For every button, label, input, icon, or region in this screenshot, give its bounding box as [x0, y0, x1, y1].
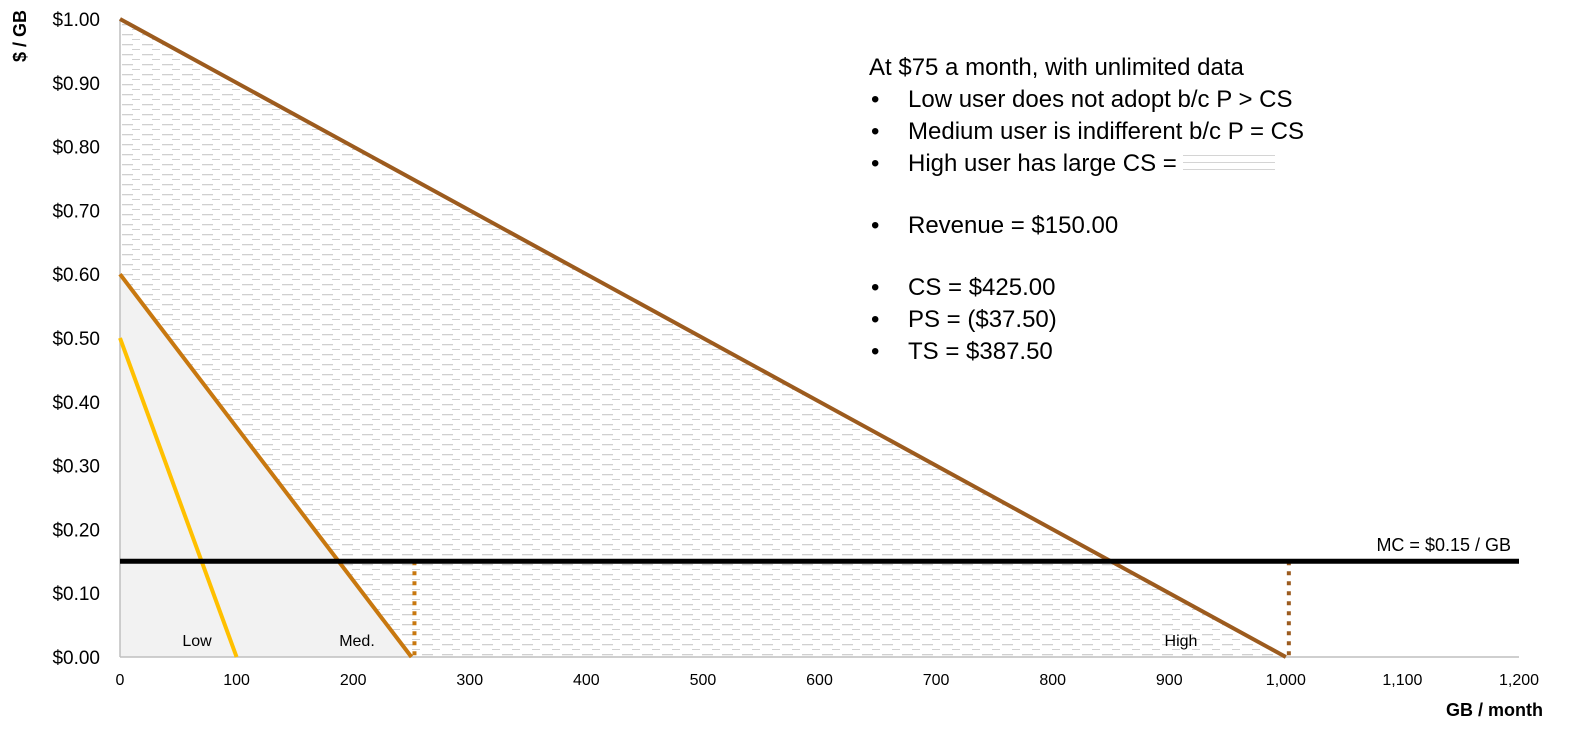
- x-tick-label: 900: [1156, 672, 1183, 689]
- bullet: •: [871, 118, 880, 145]
- bullet: •: [871, 86, 880, 113]
- notes-panel: At $75 a month, with unlimited data • Low…: [869, 52, 1304, 368]
- note-text: TS = $387.50: [908, 338, 1053, 365]
- y-axis-title: $ / GB: [10, 10, 30, 62]
- bullet: •: [871, 150, 880, 177]
- x-tick-label: 800: [1039, 672, 1066, 689]
- demand-line-med: [118, 272, 414, 659]
- note-text: Low user does not adopt b/c P > CS: [908, 86, 1293, 113]
- hatch-swatch: [1182, 154, 1275, 174]
- note-text: CS = $425.00: [908, 274, 1056, 301]
- x-tick-label: 0: [116, 672, 125, 689]
- note-ts: • TS = $387.50: [869, 336, 1304, 368]
- y-tick-label: $0.80: [52, 138, 100, 159]
- y-tick-label: $0.00: [52, 648, 100, 669]
- note-ps: • PS = ($37.50): [869, 304, 1304, 336]
- high-label: High: [1165, 633, 1198, 650]
- notes-heading: At $75 a month, with unlimited data: [869, 54, 1244, 81]
- x-tick-label: 400: [573, 672, 600, 689]
- x-tick-label: 200: [340, 672, 367, 689]
- bullet: •: [871, 274, 880, 301]
- x-tick-label: 100: [223, 672, 250, 689]
- bullet: •: [871, 338, 880, 365]
- note-text: Medium user is indifferent b/c P = CS: [908, 118, 1304, 145]
- y-tick-label: $0.50: [52, 329, 100, 350]
- mc-label: MC = $0.15 / GB: [1376, 535, 1511, 555]
- y-tick-label: $0.70: [52, 201, 100, 222]
- low-label: Low: [182, 633, 212, 650]
- y-tick-label: $0.10: [52, 584, 100, 605]
- demand-line-low: [118, 337, 239, 658]
- note-text: PS = ($37.50): [908, 306, 1057, 333]
- plot-area: $0.00 $0.10 $0.20 $0.30 $0.40 $0.50 $0.60 $0.70…: [10, 10, 1543, 720]
- x-tick-label: 1,100: [1382, 672, 1422, 689]
- medium-label: Med.: [339, 633, 375, 650]
- x-tick-label: 1,000: [1266, 672, 1306, 689]
- x-tick-label: 300: [456, 672, 483, 689]
- note-text: Revenue = $150.00: [908, 212, 1119, 239]
- note-cs: • CS = $425.00: [869, 272, 1304, 304]
- x-axis-title: GB / month: [1446, 700, 1543, 720]
- bullet: •: [871, 306, 880, 333]
- y-tick-label: $0.20: [52, 520, 100, 541]
- note-revenue: • Revenue = $150.00: [869, 210, 1304, 242]
- y-tick-label: $0.30: [52, 457, 100, 478]
- x-tick-label: 500: [690, 672, 717, 689]
- note-high-user: • High user has large CS =: [869, 148, 1304, 180]
- y-tick-label: $1.00: [52, 10, 100, 31]
- y-tick-label: $0.90: [52, 74, 100, 95]
- demand-line-high: [119, 17, 1287, 659]
- y-tick-label: $0.40: [52, 393, 100, 414]
- note-medium-user: • Medium user is indifferent b/c P = CS: [869, 116, 1304, 148]
- bullet: •: [871, 212, 880, 239]
- y-tick-label: $0.60: [52, 265, 100, 286]
- note-low-user: • Low user does not adopt b/c P > CS: [869, 84, 1304, 116]
- x-tick-label: 700: [923, 672, 950, 689]
- x-tick-label: 600: [806, 672, 833, 689]
- x-tick-label: 1,200: [1499, 672, 1539, 689]
- note-text: High user has large CS =: [908, 150, 1177, 177]
